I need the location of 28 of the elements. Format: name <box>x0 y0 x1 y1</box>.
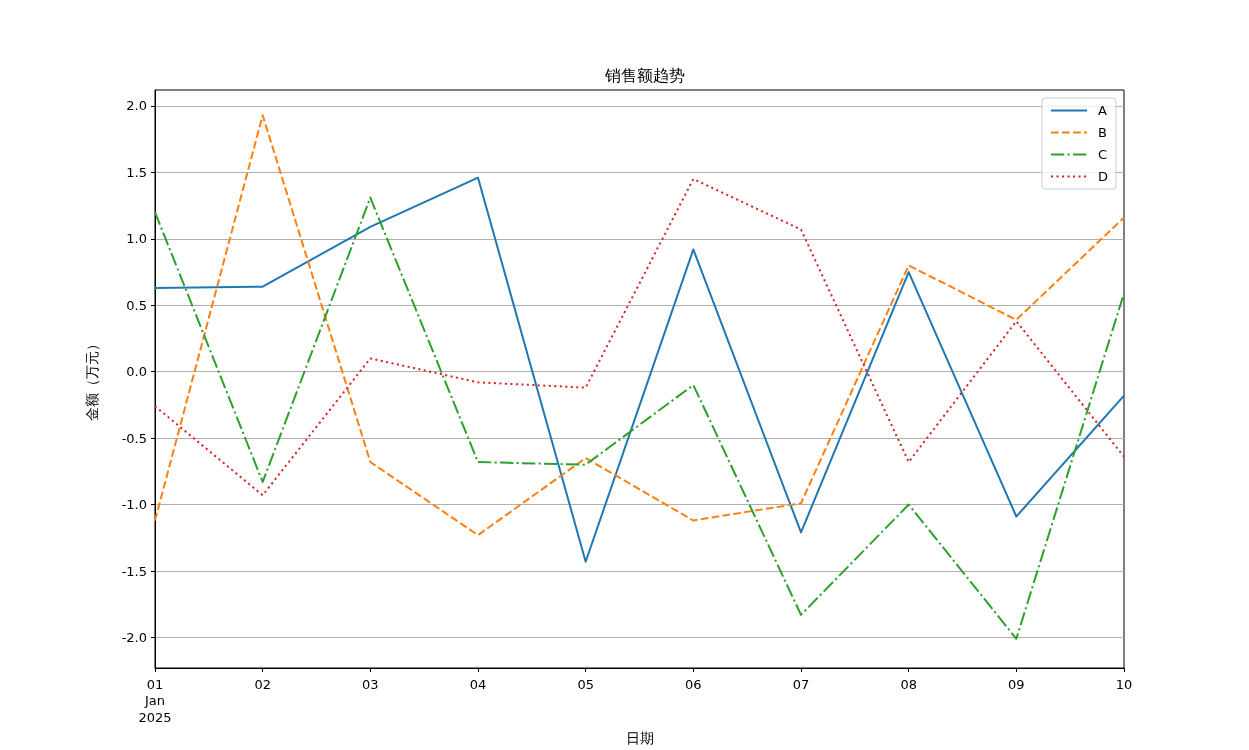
x-tick-label: 03 <box>362 676 379 692</box>
y-tick-label: -1.5 <box>121 563 147 579</box>
y-tick-label: 0.5 <box>126 297 147 313</box>
y-tick-label: 2.0 <box>126 98 147 114</box>
y-tick-label: -2.0 <box>121 629 147 645</box>
y-tick-label: 0.0 <box>126 364 147 380</box>
line-series <box>154 114 1125 537</box>
legend-label: B <box>1097 125 1107 140</box>
legend-label: D <box>1097 169 1109 184</box>
x-tick-label: 01 Jan 2025 <box>138 676 172 725</box>
y-tick-label: 1.0 <box>126 231 147 247</box>
legend-label: A <box>1097 103 1107 118</box>
x-tick-label: 09 <box>1008 676 1025 692</box>
y-axis-title: 金额（万元） <box>84 337 100 421</box>
x-tick-label: 06 <box>685 676 702 692</box>
y-tick-label: -1.0 <box>121 497 147 513</box>
x-tick-label: 05 <box>577 676 594 692</box>
x-tick-label: 10 <box>1115 676 1133 692</box>
x-tick-label: 07 <box>792 676 810 692</box>
x-axis-title: 日期 <box>625 730 654 746</box>
line-series <box>154 196 1125 640</box>
x-tick-label: 02 <box>254 676 271 692</box>
y-tick-label: 1.5 <box>126 164 147 180</box>
x-tick-label: 08 <box>900 676 917 692</box>
legend-label: C <box>1097 147 1108 162</box>
chart-title: 销售额趋势 <box>603 65 685 85</box>
x-tick-label: 04 <box>469 676 487 692</box>
y-tick-label: -0.5 <box>121 430 147 446</box>
